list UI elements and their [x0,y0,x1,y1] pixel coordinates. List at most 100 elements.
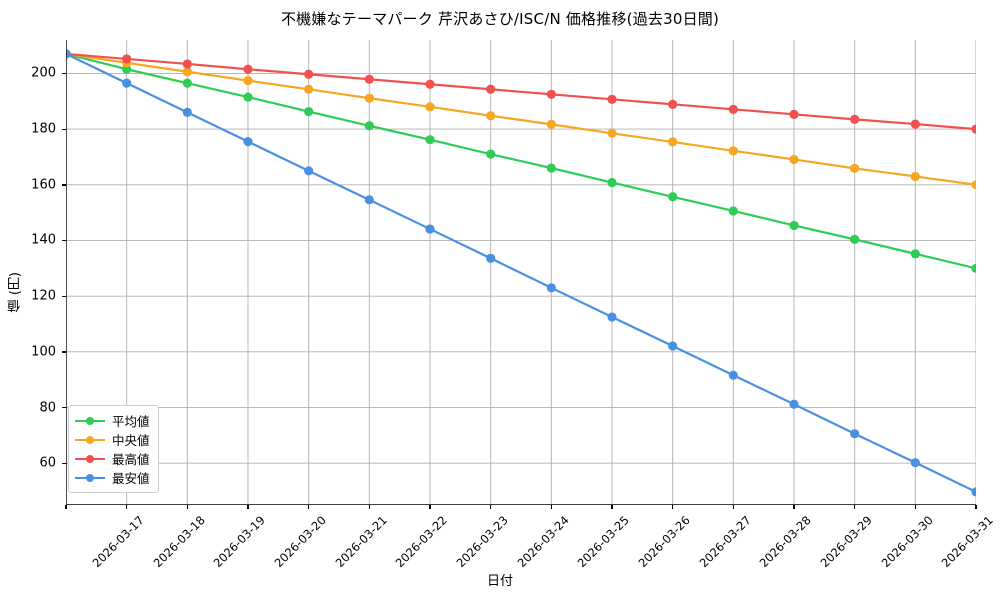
data-point [971,180,976,190]
series-4 [66,49,976,497]
data-point [668,341,678,351]
legend-item[interactable]: 最安値 [75,468,150,487]
y-axis-tick [62,462,66,465]
data-point [182,78,192,88]
x-axis-tick [247,505,249,509]
y-tick-label: 180 [31,121,56,137]
series-2 [66,49,976,190]
data-point [243,92,253,102]
data-point [546,283,556,293]
x-axis-tick [611,505,613,509]
legend-marker-icon [75,414,105,428]
y-tick-label: 60 [39,455,56,471]
x-tick-label: 2026-03-20 [271,513,329,571]
data-point [728,370,738,380]
x-tick-label: 2026-03-21 [332,513,390,571]
x-tick-label: 2026-03-23 [453,513,511,571]
data-point [910,458,920,468]
y-tick-label: 80 [39,400,56,416]
data-point [243,76,253,86]
data-point [122,64,132,74]
data-point [122,54,132,64]
data-point [425,79,435,89]
legend-label: 平均値 [112,414,150,429]
x-axis-tick [793,505,795,509]
data-point [425,135,435,145]
data-point [364,121,374,131]
data-point [243,64,253,74]
legend-item[interactable]: 平均値 [75,411,150,430]
data-point [486,149,496,159]
data-point [425,102,435,112]
chart-legend: 平均値 中央値最高値最安値 [68,405,159,493]
data-point [546,119,556,129]
x-tick-label: 2026-03-17 [89,513,147,571]
x-axis-tick [429,505,431,509]
x-tick-label: 2026-03-22 [392,513,451,571]
x-axis-tick [672,505,674,509]
x-axis-tick [975,505,977,509]
series-line [66,52,976,494]
data-point [122,78,132,88]
legend-marker-icon [75,471,105,485]
legend-marker-icon [75,433,105,447]
data-point [486,84,496,94]
data-point [304,106,314,117]
page-title: 不機嫌なテーマパーク 芹沢あさひ/ISC/N 価格推移(過去30日間) [280,10,720,28]
legend-item[interactable]: 中央値 [75,430,150,449]
x-tick-label: 2026-03-30 [878,513,936,571]
x-axis-tick [732,505,734,509]
legend-label: 最安値 [112,471,150,486]
y-tick-label: 160 [31,177,56,193]
series-3 [66,49,976,134]
x-axis-tick [490,505,492,509]
y-tick-label: 140 [31,232,56,248]
x-axis-tick [854,505,856,509]
data-point [304,166,314,176]
x-axis-tick [65,505,67,509]
y-tick-label: 120 [31,288,56,304]
legend-label: 最高値 [112,452,150,467]
data-point [182,67,192,77]
data-point [486,111,496,121]
data-point [364,195,374,205]
x-tick-label: 2026-03-25 [574,513,633,571]
x-tick-label: 2026-03-26 [635,513,693,571]
data-point [304,69,314,79]
x-axis-tick [914,505,916,509]
data-point [243,137,253,147]
plot-canvas [66,40,976,505]
data-point [668,192,678,202]
data-point [364,93,374,103]
data-point [789,154,799,165]
x-axis-tick [126,505,128,509]
data-point [607,128,617,138]
data-point [364,74,374,84]
x-tick-label: 2026-03-18 [150,513,208,571]
y-axis-tick [62,239,66,242]
y-axis-tick [62,407,66,409]
x-axis-tick [550,505,552,509]
data-point [971,124,976,134]
x-axis-tick [308,505,310,509]
data-point [546,163,556,173]
data-point [850,429,860,439]
series-1 [66,49,976,273]
data-point [728,206,738,216]
data-point [182,59,192,69]
x-tick-label: 2026-03-29 [817,513,875,571]
x-tick-label: 2026-03-28 [756,513,815,571]
data-point [425,224,435,234]
data-point [910,119,920,129]
data-point [789,109,799,119]
data-point [910,249,920,259]
y-axis-tick [62,295,66,297]
data-point [789,220,799,231]
data-point [182,107,192,117]
legend-item[interactable]: 最高値 [75,449,150,468]
data-point [850,114,860,124]
x-axis-tick [368,505,370,509]
gridlines [66,40,976,505]
data-point [607,94,617,104]
